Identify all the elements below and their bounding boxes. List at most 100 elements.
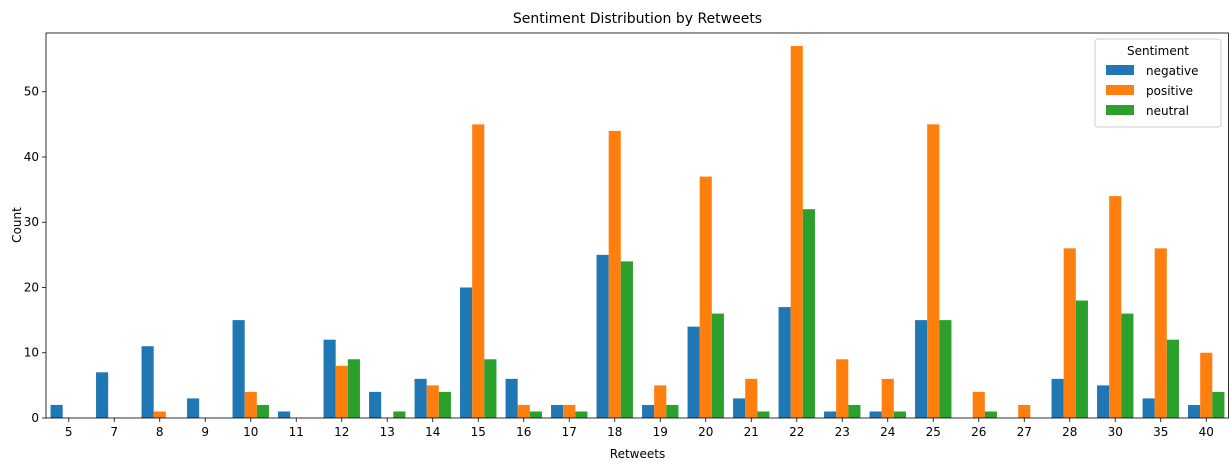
bar-positive-17 [563, 404, 576, 418]
y-tick-label-10: 10 [24, 346, 39, 360]
bar-neutral-20 [711, 313, 724, 418]
bar-negative-25 [915, 320, 928, 418]
x-tick-label-27: 27 [1017, 425, 1032, 439]
bar-positive-16 [517, 404, 530, 418]
x-tick-label-18: 18 [607, 425, 622, 439]
x-tick-label-19: 19 [653, 425, 668, 439]
bar-negative-20 [687, 326, 700, 418]
x-tick-label-30: 30 [1108, 425, 1123, 439]
x-tick-label-10: 10 [243, 425, 258, 439]
bar-positive-35 [1154, 248, 1167, 418]
x-tick-label-14: 14 [425, 425, 440, 439]
bar-positive-15 [472, 124, 485, 419]
bar-positive-19 [654, 385, 667, 418]
x-tick-label-21: 21 [744, 425, 759, 439]
chart-title: Sentiment Distribution by Retweets [513, 11, 762, 27]
bar-negative-30 [1097, 385, 1110, 418]
axes-layer: 0 10 20 30 40 50 5 7 8 9 10 11 12 13 14 15 16 17 18 19 20 21 2… [24, 32, 1229, 439]
bar-neutral-17 [575, 411, 588, 418]
bar-negative-17 [551, 404, 564, 418]
x-tick-label-35: 35 [1153, 425, 1168, 439]
bar-negative-15 [460, 287, 473, 418]
y-axis-title: Count [10, 207, 24, 243]
bar-negative-16 [505, 378, 518, 418]
bar-neutral-22 [802, 209, 815, 418]
bar-neutral-28 [1075, 300, 1088, 418]
x-tick-label-5: 5 [65, 425, 73, 439]
x-tick-label-12: 12 [334, 425, 349, 439]
x-tick-label-9: 9 [201, 425, 209, 439]
bar-neutral-14 [438, 391, 451, 418]
x-tick-label-22: 22 [789, 425, 804, 439]
legend-swatch-positive [1106, 85, 1134, 95]
x-tick-label-13: 13 [380, 425, 395, 439]
x-tick-label-24: 24 [880, 425, 895, 439]
bar-negative-8 [141, 346, 154, 418]
bar-negative-24 [869, 411, 882, 418]
bar-positive-28 [1063, 248, 1076, 418]
bar-neutral-15 [484, 359, 497, 418]
bar-positive-26 [972, 391, 985, 418]
bar-positive-30 [1109, 196, 1122, 418]
x-tick-label-40: 40 [1199, 425, 1214, 439]
y-tick-label-30: 30 [24, 215, 39, 229]
x-tick-label-28: 28 [1062, 425, 1077, 439]
legend-label-negative: negative [1146, 64, 1198, 78]
bar-neutral-19 [666, 404, 679, 418]
legend-label-neutral: neutral [1146, 104, 1189, 118]
x-axis-title: Retweets [610, 447, 665, 461]
bar-negative-40 [1188, 404, 1201, 418]
bar-negative-12 [323, 339, 336, 418]
bar-neutral-35 [1166, 339, 1179, 418]
legend-label-positive: positive [1146, 84, 1193, 98]
y-tick-label-20: 20 [24, 280, 39, 294]
bar-positive-18 [608, 130, 621, 418]
bar-negative-11 [278, 411, 291, 418]
x-tick-label-16: 16 [516, 425, 531, 439]
x-tick-label-8: 8 [156, 425, 164, 439]
bar-negative-23 [824, 411, 837, 418]
bar-neutral-30 [1121, 313, 1134, 418]
bar-positive-10 [244, 391, 257, 418]
bar-positive-20 [699, 176, 712, 418]
bar-negative-35 [1142, 398, 1155, 418]
bar-neutral-24 [893, 411, 906, 418]
legend: Sentiment negative positive neutral [1094, 38, 1222, 128]
bar-neutral-13 [393, 411, 406, 418]
bar-positive-22 [790, 46, 803, 419]
bar-negative-18 [596, 254, 609, 418]
legend-swatch-neutral [1106, 105, 1134, 115]
bar-positive-21 [745, 378, 758, 418]
x-tick-label-25: 25 [926, 425, 941, 439]
x-tick-label-15: 15 [471, 425, 486, 439]
x-tick-label-23: 23 [835, 425, 850, 439]
bar-negative-14 [414, 378, 427, 418]
bar-neutral-40 [1212, 391, 1225, 418]
bar-positive-8 [153, 411, 166, 418]
bar-positive-12 [335, 365, 348, 418]
bar-neutral-25 [939, 320, 952, 418]
bar-positive-27 [1018, 404, 1031, 418]
plot-frame [45, 32, 1229, 419]
legend-title: Sentiment [1127, 44, 1189, 58]
bar-neutral-18 [620, 261, 633, 418]
bar-negative-28 [1051, 378, 1064, 418]
y-tick-label-40: 40 [24, 150, 39, 164]
x-tick-label-20: 20 [698, 425, 713, 439]
bar-negative-10 [232, 320, 245, 418]
bar-negative-19 [642, 404, 655, 418]
bar-positive-25 [927, 124, 940, 419]
bar-positive-23 [836, 359, 849, 418]
x-tick-label-17: 17 [562, 425, 577, 439]
bar-negative-7 [96, 372, 109, 418]
bar-negative-5 [50, 404, 63, 418]
bar-positive-40 [1200, 352, 1213, 418]
bar-neutral-23 [848, 404, 861, 418]
bar-positive-24 [881, 378, 894, 418]
y-tick-label-0: 0 [31, 411, 39, 425]
bar-neutral-26 [984, 411, 997, 418]
bar-negative-22 [778, 307, 791, 418]
y-tick-label-50: 50 [24, 85, 39, 99]
